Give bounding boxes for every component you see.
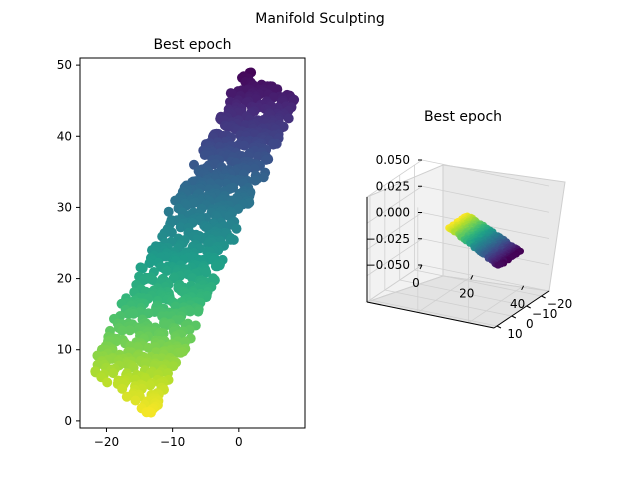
- left-scatter-points: [90, 67, 300, 418]
- y-tick-label: 40: [57, 129, 72, 143]
- grid-line: [417, 275, 474, 313]
- scatter-point: [239, 140, 250, 151]
- y-tick-label: 10: [57, 343, 72, 357]
- scatter-point: [163, 206, 174, 217]
- y3-tick-mark: [526, 305, 531, 309]
- scatter-point: [102, 377, 113, 388]
- z-tick-label: −0.050: [366, 258, 410, 272]
- left-axes-title: Best epoch: [153, 37, 231, 53]
- scatter-point: [108, 368, 119, 379]
- y-axis-ticks-3d: 10 0−10−20: [496, 295, 572, 341]
- y-tick-label: 30: [57, 200, 72, 214]
- scatter-point: [124, 325, 135, 336]
- scatter-point: [143, 308, 154, 319]
- x-tick-label: −10: [160, 435, 185, 449]
- y3-tick-label: −10: [532, 307, 557, 321]
- 3d-scatter-points: [445, 212, 524, 269]
- scatter-point: [227, 89, 237, 99]
- scatter-point: [117, 383, 128, 394]
- left-axes-frame: [79, 57, 306, 429]
- x-axis-line: [366, 301, 495, 329]
- x3-tick-mark: [470, 275, 474, 280]
- x3-tick-label: 20: [459, 286, 474, 300]
- left-y-ticks: 0 10 20 30 40 50: [57, 58, 80, 428]
- grid-line: [399, 279, 527, 307]
- scatter-point: [117, 325, 128, 336]
- scatter-point: [231, 223, 242, 234]
- scatter-point: [283, 113, 294, 124]
- right-3d-axes: Best epoch 0.050 0.025 0.000 −0.025 −0.050 0…: [365, 109, 572, 341]
- scatter-point: [175, 347, 186, 358]
- scatter-point: [160, 320, 171, 331]
- scatter-point: [137, 263, 148, 274]
- scatter-point: [193, 306, 204, 317]
- scatter-point: [121, 391, 132, 402]
- z-tick-label: −0.025: [366, 232, 410, 246]
- x3-tick-mark: [419, 264, 423, 270]
- y-tick-label: 20: [57, 272, 72, 286]
- x3-tick-label: 40: [510, 297, 525, 311]
- x-axis-ticks-3d: 0 20 40: [412, 264, 525, 311]
- y3-tick-label: −20: [547, 297, 572, 311]
- x-tick-label: 0: [235, 435, 243, 449]
- scatter-point: [144, 258, 155, 269]
- x3-tick-label: 0: [412, 276, 420, 290]
- grid-line: [369, 299, 498, 327]
- x-tick-label: −20: [94, 435, 119, 449]
- z-tick-label: 0.050: [376, 153, 410, 167]
- scatter-point: [161, 266, 172, 276]
- left-x-ticks: −20 −10 0: [94, 428, 243, 449]
- left-axes: Best epoch −20 −10 0 0 10 20 30 40 50: [57, 37, 306, 449]
- scatter-point: [185, 306, 196, 317]
- scatter-point: [175, 222, 186, 233]
- scatter-point: [201, 267, 212, 278]
- y-tick-label: 50: [57, 58, 72, 72]
- scatter-point: [268, 139, 279, 150]
- scatter-point: [250, 175, 261, 186]
- x3-tick-mark: [521, 285, 525, 291]
- scatter-point: [203, 239, 214, 249]
- scatter-point: [143, 342, 154, 353]
- y3-tick-mark: [541, 295, 546, 299]
- grid-line: [414, 269, 542, 297]
- scatter-point: [228, 234, 239, 245]
- scatter-point: [147, 275, 158, 286]
- scatter-point: [123, 309, 134, 320]
- z-tick-label: 0.025: [376, 179, 410, 193]
- figure-suptitle: Manifold Sculpting: [255, 11, 385, 27]
- scatter-point-3d: [495, 262, 502, 269]
- y-tick-label: 0: [64, 414, 72, 428]
- scatter-point: [130, 395, 141, 406]
- z-tick-label: 0.000: [376, 206, 410, 220]
- scatter-point: [145, 380, 156, 391]
- scatter-point: [146, 407, 156, 418]
- grid-line: [468, 285, 524, 324]
- scatter-point: [252, 151, 263, 162]
- grid-line: [384, 289, 512, 317]
- y3-tick-label: 10: [507, 327, 522, 341]
- right-axes-title: Best epoch: [424, 109, 502, 125]
- y3-tick-mark: [496, 325, 502, 329]
- y-axis-line: [493, 290, 550, 329]
- z-axis-ticks: 0.050 0.025 0.000 −0.025 −0.050: [366, 153, 422, 272]
- scatter-point: [166, 227, 177, 238]
- y3-tick-label: 0: [526, 317, 534, 331]
- y3-tick-mark: [511, 315, 517, 319]
- scatter-point: [210, 261, 221, 272]
